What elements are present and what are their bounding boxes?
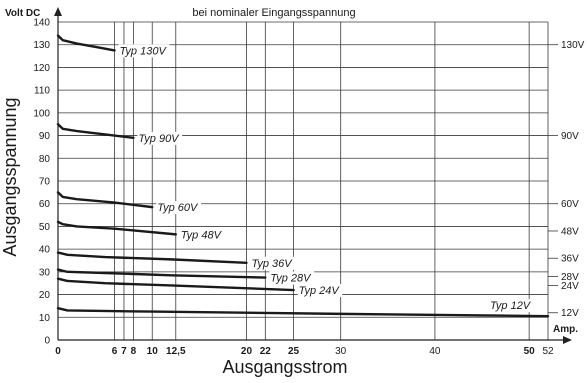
voltage-curve [56, 268, 267, 279]
y-unit-label: Volt DC [5, 8, 40, 19]
curve-label: Typ 90V [138, 133, 180, 145]
x-tick-label: 30 [335, 346, 347, 357]
voltage-curve [56, 123, 135, 140]
curve-label: Typ 60V [157, 202, 199, 214]
y-tick-label: 20 [39, 290, 51, 301]
y-tick-label: 10 [39, 313, 51, 324]
x-tick-label: 50 [524, 346, 536, 357]
curve-label-background [297, 284, 343, 298]
x-axis-title: Ausgangsstrom [222, 357, 347, 377]
curve-label-background [489, 299, 534, 313]
x-tick-labels: 0 6 7 8 10 12,5 20 22 25 30 40 50 52 [55, 346, 554, 357]
curve-label-background [269, 271, 315, 285]
right-voltage-label: 48V [561, 226, 579, 237]
voltage-curve [56, 277, 295, 292]
x-tick-label: 22 [260, 346, 272, 357]
right-voltage-label: 12V [561, 308, 579, 319]
right-voltage-label: 36V [561, 254, 579, 265]
right-voltage-label: 90V [561, 131, 579, 142]
curve-label-background [250, 256, 296, 270]
x-tick-label: 7 [121, 346, 127, 357]
x-tick-label: 6 [112, 346, 118, 357]
curve-label-background [118, 44, 170, 58]
y-tick-label: 40 [39, 245, 51, 256]
right-voltage-label: 130V [561, 40, 585, 51]
axes [54, 7, 572, 344]
voltage-curve [56, 34, 116, 52]
x-unit-label: Amp. [553, 324, 578, 335]
y-tick-label: 140 [33, 18, 50, 29]
curve-label: Typ 12V [490, 300, 532, 312]
y-tick-labels: 0 10 20 30 40 50 60 70 80 90 100 110 120 130 140 [33, 18, 50, 347]
x-tick-label: 0 [55, 346, 61, 357]
y-axis-title: Ausgangsspannung [0, 97, 20, 256]
y-tick-label: 80 [39, 154, 51, 165]
voltage-curve [56, 191, 154, 209]
y-tick-label: 0 [44, 336, 50, 347]
curve-labels: Typ 130V Typ 90V Typ 60V Typ 48V Typ 36V Typ … [118, 44, 534, 313]
y-tick-label: 130 [33, 40, 50, 51]
curve-label: Typ 28V [270, 273, 312, 285]
x-tick-label: 20 [241, 346, 253, 357]
x-axis-arrow-icon [563, 336, 572, 344]
curve-label-background [179, 228, 225, 242]
y-tick-label: 110 [34, 86, 50, 97]
y-tick-label: 50 [39, 222, 51, 233]
voltage-curve [56, 251, 248, 264]
voltage-curve [56, 220, 177, 236]
x-tick-label: 40 [429, 346, 441, 357]
right-voltage-label: 24V [561, 281, 579, 292]
y-axis-arrow-icon [54, 7, 62, 16]
voltage-curves [56, 34, 550, 318]
x-tick-label: 25 [288, 346, 300, 357]
right-voltage-label: 60V [561, 199, 579, 210]
curve-label: Typ 48V [181, 229, 223, 241]
curve-label-background [156, 201, 202, 215]
y-tick-label: 60 [39, 199, 51, 210]
curve-label: Typ 36V [251, 258, 293, 270]
voltage-curve [56, 307, 550, 318]
y-tick-label: 30 [39, 267, 51, 278]
curve-label-background [137, 131, 183, 145]
curve-label: Typ 130V [120, 45, 168, 57]
x-tick-label: 8 [131, 346, 137, 357]
curve-label: Typ 24V [299, 285, 341, 297]
y-tick-label: 90 [39, 131, 51, 142]
x-tick-label: 12,5 [166, 346, 186, 357]
chart-caption: bei nominaler Eingangsspannung [192, 7, 355, 19]
x-tick-label: 10 [147, 346, 159, 357]
y-tick-label: 70 [39, 177, 51, 188]
y-tick-label: 120 [33, 63, 50, 74]
x-tick-label: 52 [542, 346, 554, 357]
y-tick-label: 100 [33, 108, 50, 119]
right-voltage-label: 28V [561, 272, 579, 283]
